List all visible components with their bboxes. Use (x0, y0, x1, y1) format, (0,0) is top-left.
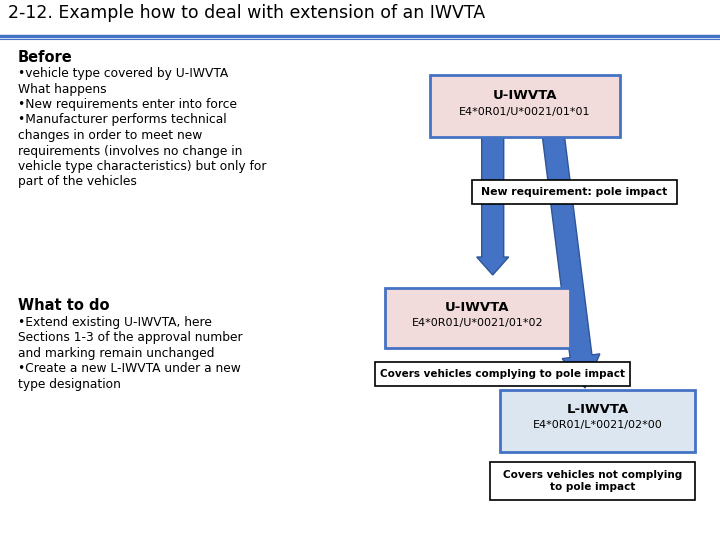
Text: type designation: type designation (18, 378, 121, 391)
Text: •Create a new L-IWVTA under a new: •Create a new L-IWVTA under a new (18, 362, 240, 375)
Text: L-IWVTA: L-IWVTA (567, 403, 629, 416)
Text: •vehicle type covered by U-IWVTA: •vehicle type covered by U-IWVTA (18, 67, 228, 80)
Bar (490, 462, 695, 500)
Text: and marking remain unchanged: and marking remain unchanged (18, 347, 215, 360)
Bar (430, 75, 620, 137)
Text: What happens: What happens (18, 83, 107, 96)
Text: E4*0R01/U*0021/01*01: E4*0R01/U*0021/01*01 (459, 107, 590, 117)
Text: •New requirements enter into force: •New requirements enter into force (18, 98, 237, 111)
Text: U-IWVTA: U-IWVTA (492, 89, 557, 102)
Text: What to do: What to do (18, 298, 109, 313)
Text: requirements (involves no change in: requirements (involves no change in (18, 145, 243, 158)
Text: Before: Before (18, 50, 73, 65)
Text: Sections 1-3 of the approval number: Sections 1-3 of the approval number (18, 332, 243, 345)
Text: •Extend existing U-IWVTA, here: •Extend existing U-IWVTA, here (18, 316, 212, 329)
Bar (500, 390, 695, 452)
Text: E4*0R01/L*0021/02*00: E4*0R01/L*0021/02*00 (533, 420, 662, 430)
Text: E4*0R01/U*0021/01*02: E4*0R01/U*0021/01*02 (412, 318, 544, 328)
Text: •Manufacturer performs technical: •Manufacturer performs technical (18, 113, 227, 126)
Text: 2-12. Example how to deal with extension of an IWVTA: 2-12. Example how to deal with extension… (8, 4, 485, 22)
Text: changes in order to meet new: changes in order to meet new (18, 129, 202, 142)
Polygon shape (543, 136, 600, 388)
Bar (375, 362, 630, 386)
Text: Covers vehicles not complying
to pole impact: Covers vehicles not complying to pole im… (503, 470, 682, 492)
Bar (385, 288, 570, 348)
Polygon shape (477, 137, 509, 275)
Text: U-IWVTA: U-IWVTA (445, 301, 510, 314)
Text: part of the vehicles: part of the vehicles (18, 176, 137, 188)
Text: New requirement: pole impact: New requirement: pole impact (482, 187, 667, 197)
Text: vehicle type characteristics) but only for: vehicle type characteristics) but only f… (18, 160, 266, 173)
Bar (472, 180, 677, 204)
Text: Covers vehicles complying to pole impact: Covers vehicles complying to pole impact (380, 369, 625, 379)
